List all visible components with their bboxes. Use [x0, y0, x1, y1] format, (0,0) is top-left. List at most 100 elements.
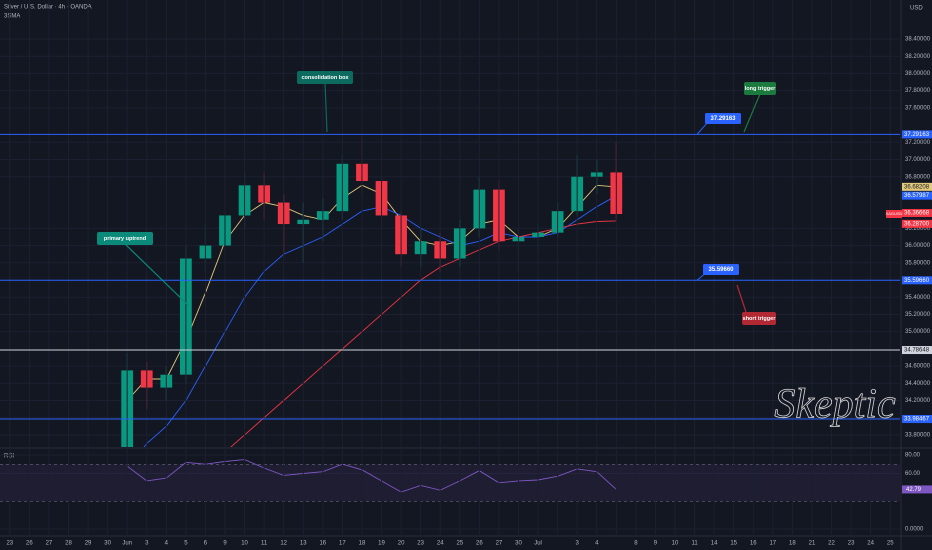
chart-title: Silver / U.S. Dollar · 4h · OANDA [4, 5, 92, 11]
rsi-pane [0, 454, 900, 530]
y-tick-label: 33.80000 [905, 433, 931, 439]
x-tick-label: 3 [145, 541, 149, 547]
x-tick-label: 13 [300, 541, 307, 547]
x-tick-label: 9 [223, 541, 227, 547]
rsi-title: RSI [4, 454, 14, 460]
x-tick-label: 21 [809, 541, 816, 547]
x-tick-label: 16 [750, 541, 757, 547]
y-tick-label: 36.00000 [905, 243, 931, 249]
annotation-label: long trigger [745, 86, 776, 92]
x-tick-label: 8 [634, 541, 638, 547]
watermark: Skeptic [774, 382, 896, 428]
x-tick-label: 24 [437, 541, 444, 547]
level-tag [902, 415, 932, 424]
y-tick-label: 37.20000 [905, 140, 931, 146]
x-tick-label: Jul [534, 541, 542, 547]
rsi-band [0, 464, 900, 502]
callout-box [705, 113, 741, 124]
level-tag [902, 276, 932, 285]
y-tick-label: 38.40000 [905, 37, 931, 43]
rsi-tick-label: 80.00 [905, 453, 921, 459]
y-tick-label: 38.20000 [905, 54, 931, 60]
price-tag-label: 36.36668 [904, 211, 930, 217]
annotation-pointer [124, 243, 189, 306]
x-tick-label: 25 [456, 541, 463, 547]
annotation-box [297, 71, 353, 84]
y-tick-label: 36.20000 [905, 226, 931, 232]
rsi-tag [902, 485, 932, 494]
annotation-pointer [324, 82, 328, 133]
sma-line [143, 195, 617, 447]
level-tag-label: 33.98467 [904, 417, 930, 423]
x-tick-label: 4 [165, 541, 169, 547]
level-tag-label: 35.59660 [904, 278, 930, 284]
x-tick-label: 10 [672, 541, 679, 547]
x-tick-label: 11 [691, 541, 698, 547]
x-tick-label: 23 [848, 541, 855, 547]
x-tick-label: 26 [476, 541, 483, 547]
level-tag-label: 34.78648 [904, 348, 930, 354]
price-tag-label: 36.68208 [904, 184, 930, 190]
x-tick-label: 3 [576, 541, 580, 547]
callout-label: 35.59660 [708, 267, 734, 273]
level-tag [902, 130, 932, 139]
level-tag [902, 346, 932, 355]
annotation-label: consolidation box [301, 75, 349, 81]
rsi-line [126, 459, 617, 493]
annotation-pointer [743, 93, 761, 133]
y-tick-label: 36.80000 [905, 174, 931, 180]
x-tick-label: 6 [204, 541, 208, 547]
annotation-box [97, 232, 153, 245]
x-tick-label: 14 [711, 541, 718, 547]
x-tick-label: 17 [339, 541, 346, 547]
x-tick-label: Jun [122, 541, 132, 547]
x-tick-label: 9 [654, 541, 658, 547]
price-tag-label: 36.28700 [904, 221, 930, 227]
x-tick-label: 23 [417, 541, 424, 547]
rsi-tick-label: 0.0000 [905, 527, 924, 533]
y-tick-label: 37.60000 [905, 105, 931, 111]
annotation-label: short trigger [743, 316, 777, 322]
y-tick-label: 35.00000 [905, 329, 931, 335]
x-tick-label: 18 [359, 541, 366, 547]
price-tag [902, 219, 932, 228]
x-tick-label: 30 [515, 541, 522, 547]
x-tick-label: 24 [867, 541, 874, 547]
x-tick-label: 15 [730, 541, 737, 547]
x-tick-label: 17 [769, 541, 776, 547]
indicator-label: 3SMA [4, 14, 20, 20]
x-tick-label: 10 [241, 541, 248, 547]
x-tick-label: 19 [378, 541, 385, 547]
currency: USD [910, 6, 923, 12]
x-tick-label: 22 [828, 541, 835, 547]
symbol-tag-label: XAGUSD [886, 211, 903, 216]
y-tick-label: 35.40000 [905, 295, 931, 301]
x-tick-label: 30 [104, 541, 111, 547]
x-tick-label: 11 [261, 541, 268, 547]
callout-box [703, 264, 739, 275]
price-tag-label: 36.57987 [904, 193, 930, 199]
x-tick-label: 5 [184, 541, 188, 547]
x-tick-label: 12 [280, 541, 287, 547]
y-tick-label: 34.20000 [905, 398, 931, 404]
y-tick-label: 37.80000 [905, 88, 931, 94]
y-tick-label: 37.00000 [905, 157, 931, 163]
symbol-tag [886, 210, 902, 219]
x-tick-label: 23 [6, 541, 13, 547]
y-tick-label: 34.40000 [905, 381, 931, 387]
annotation-pointer [736, 284, 747, 313]
callout-label: 37.29163 [710, 116, 736, 122]
x-tick-label: 27 [496, 541, 503, 547]
x-tick-label: 25 [887, 541, 894, 547]
level-tag-label: 37.29163 [904, 132, 930, 138]
y-tick-label: 34.60000 [905, 364, 931, 370]
y-tick-label: 38.00000 [905, 71, 931, 77]
x-tick-label: 26 [26, 541, 33, 547]
price-tag [902, 209, 932, 218]
x-tick-label: 27 [46, 541, 53, 547]
annotation-box [742, 312, 776, 325]
rsi-tag-label: 42.79 [906, 487, 922, 493]
y-tick-label: 35.20000 [905, 312, 931, 318]
